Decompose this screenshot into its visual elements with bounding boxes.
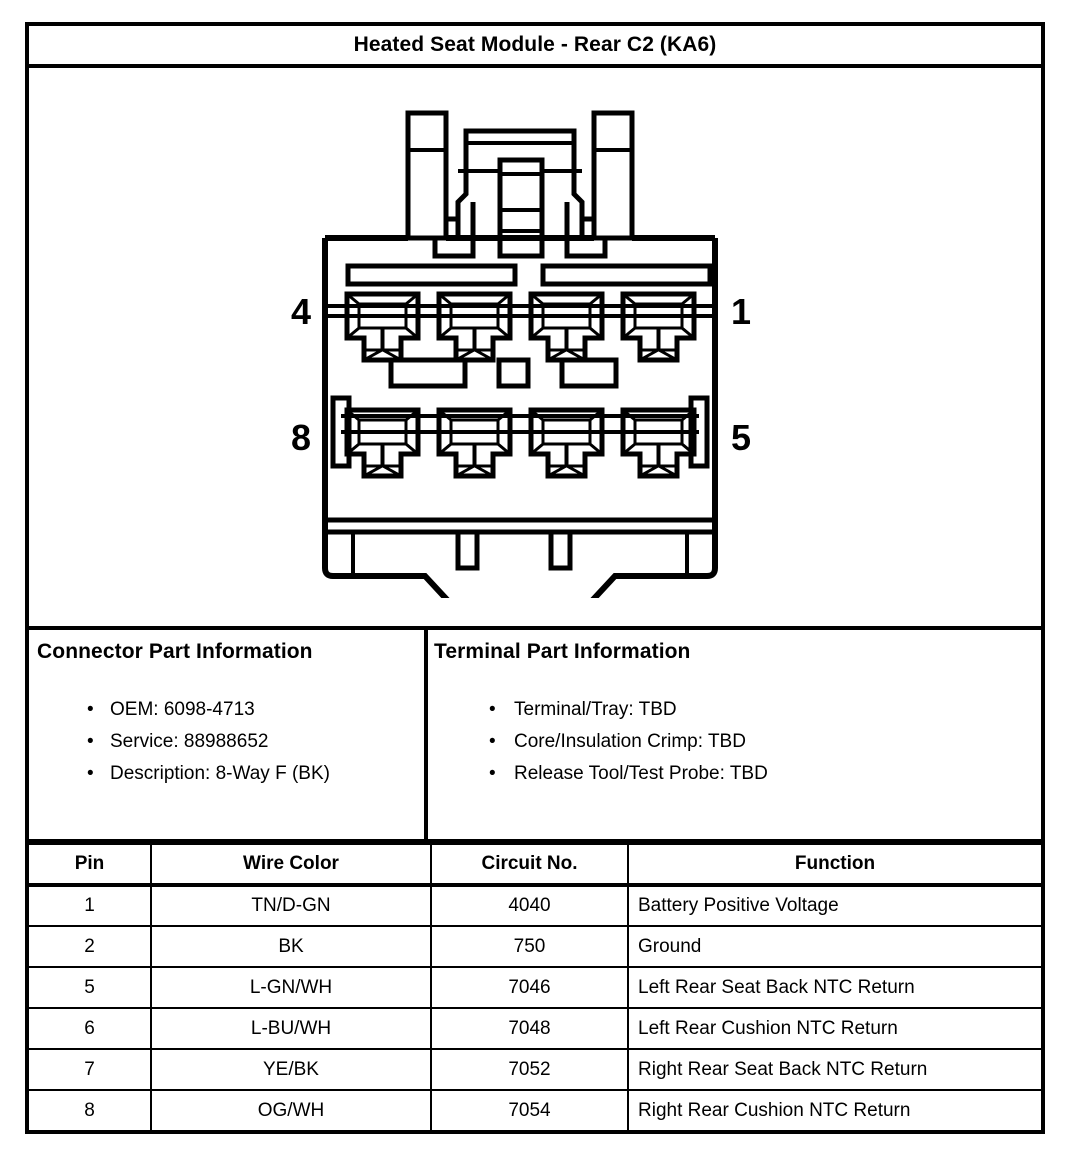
- latch-hood-outline: [443, 128, 597, 238]
- list-item-label: OEM: 6098-4713: [110, 699, 255, 720]
- skirt-notch-left: [455, 532, 480, 571]
- connector-latch-assembly: [405, 110, 635, 259]
- list-item-label: Release Tool/Test Probe: TBD: [514, 763, 768, 784]
- list-item: • OEM: 6098-4713: [37, 694, 424, 726]
- terminal-part-information-list: • Terminal/Tray: TBD • Core/Insulation C…: [434, 694, 1041, 790]
- skirt-outline: [322, 532, 718, 598]
- cell-pin: 6: [29, 1007, 152, 1050]
- cell-color: OG/WH: [150, 1089, 432, 1131]
- list-item: • Core/Insulation Crimp: TBD: [434, 726, 1041, 758]
- connector-part-information-heading: Connector Part Information: [37, 640, 313, 663]
- keying-slot-wide: [388, 357, 468, 389]
- terminal-cavity-pin-8: [344, 407, 421, 479]
- cell-color: L-GN/WH: [150, 966, 432, 1009]
- title-bar: Heated Seat Module - Rear C2 (KA6): [29, 26, 1041, 68]
- list-item-label: Core/Insulation Crimp: TBD: [514, 731, 746, 752]
- table-row: 2 BK 750 Ground: [29, 925, 1041, 968]
- keying-slot-medium: [559, 357, 619, 389]
- connector-part-information-list: • OEM: 6098-4713 • Service: 88988652 • D…: [37, 694, 424, 790]
- cell-pin: 7: [29, 1048, 152, 1091]
- cell-function: Right Rear Cushion NTC Return: [627, 1089, 1041, 1131]
- bullet-icon: •: [489, 731, 496, 752]
- terminal-cavity-pin-7: [436, 407, 513, 479]
- cell-color: TN/D-GN: [150, 884, 432, 927]
- keying-slot-small: [496, 357, 531, 389]
- part-information-row: Connector Part Information • OEM: 6098-4…: [29, 630, 1041, 843]
- table-row: 7 YE/BK 7052 Right Rear Seat Back NTC Re…: [29, 1048, 1041, 1091]
- skirt-notch-right: [548, 532, 573, 571]
- cell-circuit: 7054: [430, 1089, 629, 1131]
- bullet-icon: •: [87, 731, 94, 752]
- cell-circuit: 7052: [430, 1048, 629, 1091]
- pin-label-top-right: 1: [731, 291, 751, 332]
- cell-function: Right Rear Seat Back NTC Return: [627, 1048, 1041, 1091]
- connector-drawing-area: 4 1 8 5: [29, 68, 1041, 630]
- cell-function: Left Rear Seat Back NTC Return: [627, 966, 1041, 1009]
- list-item: • Release Tool/Test Probe: TBD: [434, 758, 1041, 790]
- cell-function: Ground: [627, 925, 1041, 968]
- terminal-cavity-pin-4: [344, 291, 421, 363]
- pin-label-top-left: 4: [291, 291, 311, 332]
- terminal-cavity-pin-3: [436, 291, 513, 363]
- list-item-label: Terminal/Tray: TBD: [514, 699, 677, 720]
- table-row: 6 L-BU/WH 7048 Left Rear Cushion NTC Ret…: [29, 1007, 1041, 1050]
- table-row: 8 OG/WH 7054 Right Rear Cushion NTC Retu…: [29, 1089, 1041, 1131]
- terminal-part-information-panel: Terminal Part Information • Terminal/Tra…: [428, 630, 1041, 839]
- table-header-row: Pin Wire Color Circuit No. Function: [29, 843, 1041, 887]
- latch-finger-right: [564, 202, 608, 259]
- latch-post-right: [591, 110, 635, 241]
- list-item: • Service: 88988652: [37, 726, 424, 758]
- list-item-label: Service: 88988652: [110, 731, 269, 752]
- table-row: 5 L-GN/WH 7046 Left Rear Seat Back NTC R…: [29, 966, 1041, 1009]
- bullet-icon: •: [87, 699, 94, 720]
- column-header-function: Function: [627, 843, 1041, 887]
- cell-pin: 5: [29, 966, 152, 1009]
- table-header: Pin Wire Color Circuit No. Function: [29, 843, 1041, 887]
- cell-circuit: 7048: [430, 1007, 629, 1050]
- pin-label-bottom-right: 5: [731, 417, 751, 458]
- table-body: 1 TN/D-GN 4040 Battery Positive Voltage …: [29, 884, 1041, 1131]
- connector-face-diagram: 4 1 8 5: [291, 110, 751, 598]
- connector-part-information-panel: Connector Part Information • OEM: 6098-4…: [29, 630, 428, 839]
- latch-finger-left: [432, 202, 476, 259]
- cell-pin: 8: [29, 1089, 152, 1131]
- table-row: 1 TN/D-GN 4040 Battery Positive Voltage: [29, 884, 1041, 927]
- terminal-cavity-pin-2: [528, 291, 605, 363]
- bullet-icon: •: [489, 763, 496, 784]
- terminal-cavity-pin-1: [620, 291, 697, 363]
- column-header-color: Wire Color: [150, 843, 432, 887]
- cell-circuit: 7046: [430, 966, 629, 1009]
- list-item-label: Description: 8-Way F (BK): [110, 763, 330, 784]
- page-title: Heated Seat Module - Rear C2 (KA6): [353, 33, 717, 56]
- connector-lower-skirt: [322, 517, 718, 598]
- bullet-icon: •: [87, 763, 94, 784]
- list-item: • Terminal/Tray: TBD: [434, 694, 1041, 726]
- cell-circuit: 4040: [430, 884, 629, 927]
- connector-body-upper-outline: [322, 235, 718, 550]
- cell-function: Left Rear Cushion NTC Return: [627, 1007, 1041, 1050]
- terminal-row-bottom: [330, 395, 710, 479]
- pin-assignment-table: Pin Wire Color Circuit No. Function 1 TN…: [29, 843, 1041, 1131]
- bullet-icon: •: [489, 699, 496, 720]
- column-header-pin: Pin: [29, 843, 152, 887]
- cell-pin: 2: [29, 925, 152, 968]
- latch-post-left: [405, 110, 449, 241]
- terminal-cavity-pin-6: [528, 407, 605, 479]
- cell-pin: 1: [29, 884, 152, 927]
- terminal-cavity-pin-5: [620, 407, 697, 479]
- upper-seal-slot-right: [540, 263, 713, 287]
- list-item: • Description: 8-Way F (BK): [37, 758, 424, 790]
- terminal-part-information-heading: Terminal Part Information: [434, 640, 691, 663]
- page-frame: Heated Seat Module - Rear C2 (KA6): [25, 22, 1045, 1134]
- column-header-circuit: Circuit No.: [430, 843, 629, 887]
- cell-color: YE/BK: [150, 1048, 432, 1091]
- cell-circuit: 750: [430, 925, 629, 968]
- cell-color: BK: [150, 925, 432, 968]
- pin-label-bottom-left: 8: [291, 417, 311, 458]
- cell-color: L-BU/WH: [150, 1007, 432, 1050]
- terminal-row-top: [325, 291, 715, 363]
- upper-seal-slot-left: [345, 263, 518, 287]
- cell-function: Battery Positive Voltage: [627, 884, 1041, 927]
